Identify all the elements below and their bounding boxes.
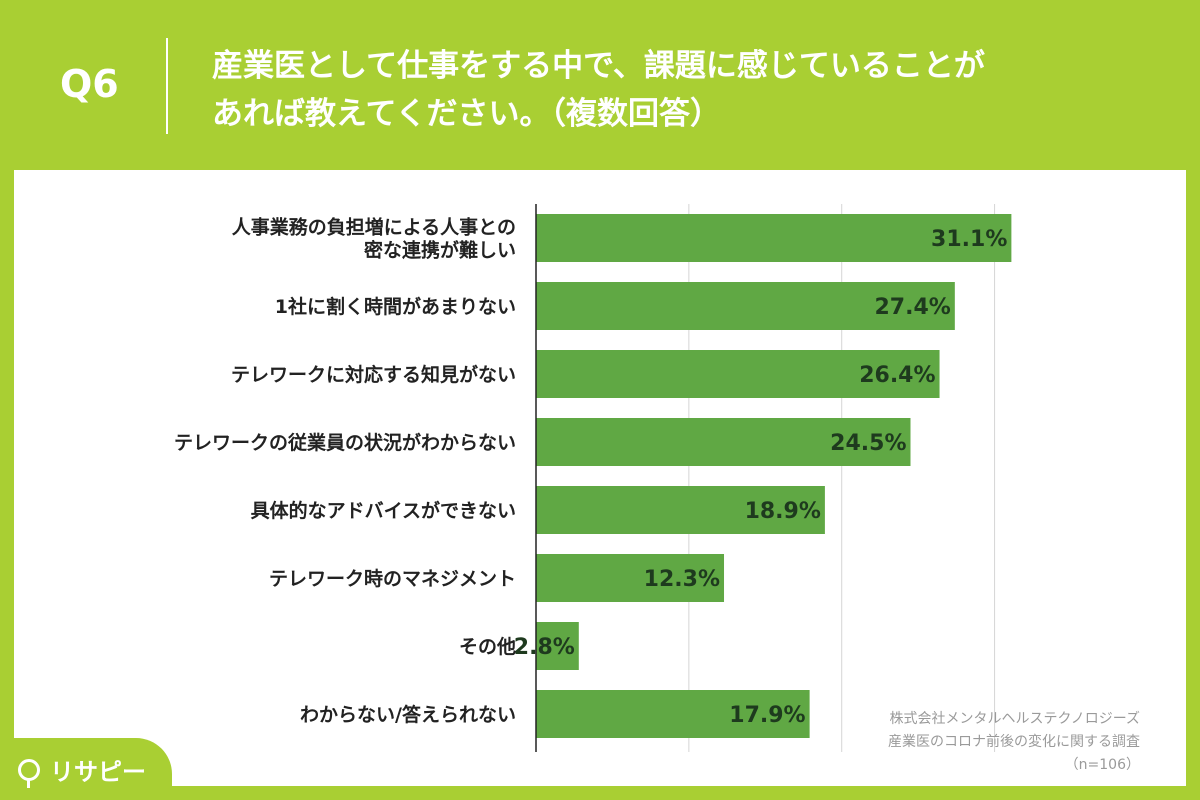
chart-panel: 31.1% 人事業務の負担増による人事との 密な連携が難しい 27.4% 1社に割く時間… (14, 170, 1186, 786)
bar (536, 486, 825, 534)
logo-text: リサピー (50, 758, 146, 786)
source-note: 株式会社メンタルヘルステクノロジーズ 産業医のコロナ前後の変化に関する調査 （n… (888, 708, 1140, 777)
value-label: 27.4% (875, 295, 951, 320)
bar (536, 350, 940, 398)
category-label: 人事業務の負担増による人事との (232, 216, 516, 239)
category-label: 1社に割く時間があまりない (275, 295, 516, 318)
category-label: その他 (459, 635, 516, 658)
source-line-2: 産業医のコロナ前後の変化に関する調査 (888, 734, 1140, 750)
question-text: 産業医として仕事をする中で、課題に感じていることが あれば教えてください。（複数… (212, 42, 1172, 138)
value-label: 18.9% (745, 499, 821, 524)
question-number: Q6 (60, 62, 119, 106)
category-label: テレワークの従業員の状況がわからない (174, 431, 516, 454)
question-line-1: 産業医として仕事をする中で、課題に感じていることが (212, 48, 985, 84)
source-line-3: （n=106） (1064, 757, 1140, 773)
bar (536, 418, 911, 466)
bar (536, 554, 725, 602)
value-label: 12.3% (644, 567, 720, 592)
logo-icon (18, 758, 40, 788)
bar (536, 214, 1012, 262)
category-label: 密な連携が難しい (364, 239, 516, 262)
source-line-1: 株式会社メンタルヘルステクノロジーズ (889, 711, 1140, 727)
category-label: わからない/答えられない (300, 703, 516, 726)
value-label: 2.8% (514, 635, 575, 660)
bar (536, 282, 955, 330)
category-label: テレワーク時のマネジメント (269, 568, 516, 590)
brand-logo: リサピー (18, 752, 146, 788)
category-label: テレワークに対応する知見がない (231, 363, 516, 386)
category-label: 具体的なアドバイスができない (251, 499, 516, 522)
question-line-2: あれば教えてください。（複数回答） (212, 96, 722, 132)
value-label: 31.1% (931, 227, 1007, 252)
header-divider (166, 38, 168, 134)
header: Q6 産業医として仕事をする中で、課題に感じていることが あれば教えてください。… (0, 0, 1200, 170)
bar (536, 690, 810, 738)
bar (536, 622, 579, 670)
value-label: 24.5% (830, 431, 906, 456)
value-label: 17.9% (729, 703, 805, 728)
value-label: 26.4% (859, 363, 935, 388)
